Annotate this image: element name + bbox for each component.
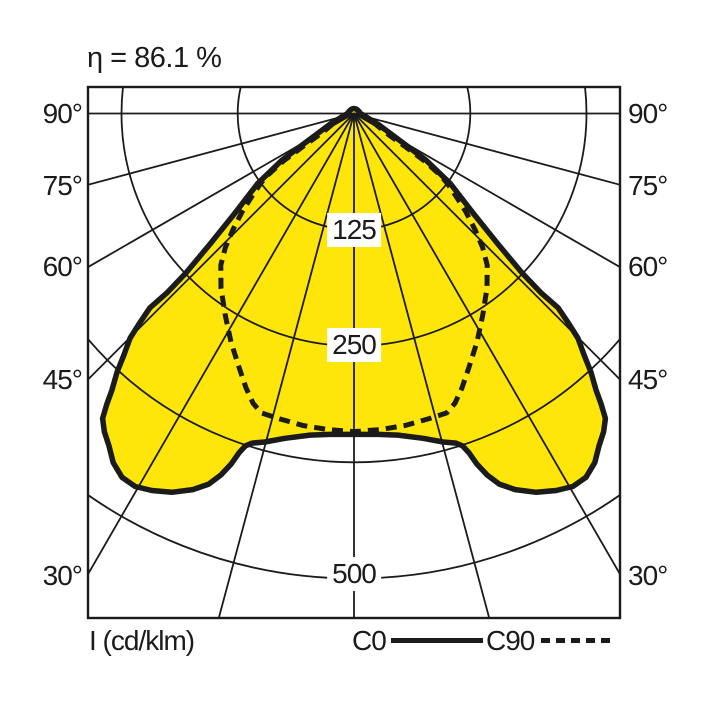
radial-value-label-500: 500 (327, 557, 381, 591)
polar-grid (88, 87, 620, 618)
angle-label-left-45: 45° (42, 364, 83, 395)
angle-label-left-30: 30° (42, 560, 83, 591)
radial-value-label-250: 250 (327, 328, 381, 362)
chart-frame (86, 85, 622, 620)
angle-label-left-90: 90° (42, 98, 83, 129)
legend-c90-label: C90 (486, 625, 535, 656)
angle-label-right-75: 75° (628, 170, 668, 201)
efficiency-title: η = 86.1 % (87, 42, 222, 74)
legend-unit-label: I (cd/klm) (89, 625, 195, 656)
c90-curve-dashed (218, 106, 490, 435)
angle-label-right-30: 30° (628, 560, 668, 591)
angle-label-left-60: 60° (42, 251, 83, 282)
legend-c90-line-swatch (541, 638, 616, 643)
angle-label-left-75: 75° (42, 170, 83, 201)
legend-c0-line-swatch (391, 638, 483, 643)
radial-value-label-125: 125 (327, 213, 381, 247)
legend-c0-label: C0 (352, 625, 387, 656)
angle-label-right-60: 60° (628, 251, 668, 282)
angle-label-right-45: 45° (628, 364, 668, 395)
angle-label-right-90: 90° (628, 98, 668, 129)
